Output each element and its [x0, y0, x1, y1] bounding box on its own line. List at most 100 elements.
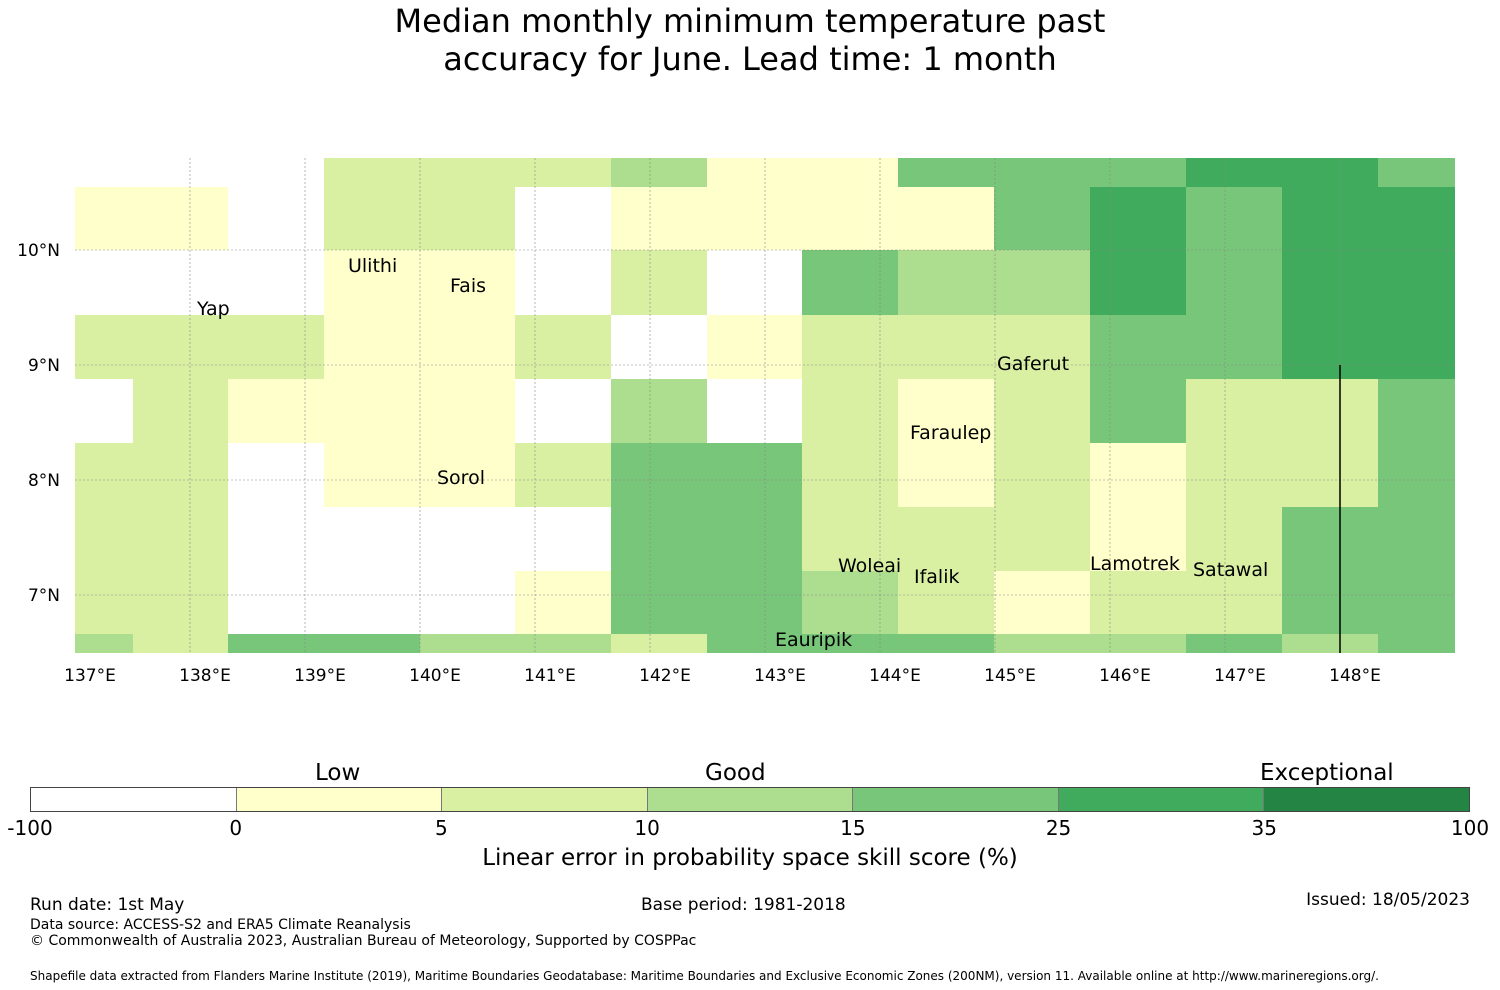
skill-cell [707, 571, 802, 634]
island-label: Gaferut [997, 353, 1069, 375]
skill-cell [1090, 443, 1186, 507]
colorbar-tick-label: -100 [7, 816, 53, 840]
skill-cell [1378, 571, 1455, 634]
skill-cell [1378, 158, 1455, 187]
skill-cell [802, 187, 898, 250]
skill-cell [1186, 250, 1282, 315]
skill-cell [75, 158, 133, 187]
skill-cell [1378, 443, 1455, 507]
skill-cell [228, 250, 324, 315]
skill-cell [611, 158, 707, 187]
longitude-label: 144°E [869, 666, 921, 686]
skill-cell [707, 315, 802, 379]
skill-cell [994, 634, 1090, 653]
issued-date: Issued: 18/05/2023 [1306, 890, 1470, 910]
skill-cell [1090, 315, 1186, 379]
skill-cell [324, 571, 420, 634]
skill-cell [515, 507, 611, 571]
colorbar-segment [1264, 788, 1470, 811]
colorbar-segment [647, 788, 854, 811]
skill-cell [515, 158, 611, 187]
colorbar-category-low: Low [315, 760, 361, 786]
skill-cell [133, 250, 228, 315]
colorbar-tick-label: 0 [229, 816, 243, 840]
skill-cell [1186, 507, 1282, 571]
skill-cell [324, 250, 420, 315]
skill-cell [75, 379, 133, 443]
skill-cell [1282, 379, 1378, 443]
skill-cell [898, 634, 994, 653]
skill-cell [324, 315, 420, 379]
latitude-label: 10°N [17, 241, 60, 261]
skill-cell [515, 571, 611, 634]
skill-cell [802, 250, 898, 315]
skill-cell [898, 507, 994, 571]
colorbar-segment [853, 788, 1059, 811]
colorbar [30, 787, 1470, 812]
skill-cell [1186, 571, 1282, 634]
island-label: Ifalik [914, 566, 960, 588]
longitude-label: 143°E [754, 666, 806, 686]
skill-cell [324, 187, 420, 250]
skill-cell [611, 443, 707, 507]
skill-cell [994, 315, 1090, 379]
skill-cell [1186, 443, 1282, 507]
skill-cell [228, 315, 324, 379]
colorbar-category-exceptional: Exceptional [1260, 760, 1394, 786]
skill-cell [898, 443, 994, 507]
skill-cell [1090, 379, 1186, 443]
skill-cell [1186, 158, 1282, 187]
island-label: Satawal [1193, 559, 1268, 581]
skill-cell [420, 571, 515, 634]
skill-cell [707, 379, 802, 443]
skill-cell [802, 443, 898, 507]
skill-cell [133, 443, 228, 507]
skill-cell [515, 187, 611, 250]
skill-cell [898, 158, 994, 187]
longitude-label: 148°E [1329, 666, 1381, 686]
skill-cell [1378, 315, 1455, 379]
longitude-label: 147°E [1214, 666, 1266, 686]
skill-cell [133, 187, 228, 250]
skill-cell [1090, 634, 1186, 653]
run-date: Run date: 1st May [30, 895, 185, 915]
island-label: Woleai [838, 555, 901, 577]
longitude-label: 137°E [64, 666, 116, 686]
latitude-labels: 10°N 9°N 8°N 7°N [17, 241, 60, 606]
skill-cell [707, 250, 802, 315]
skill-cell [420, 187, 515, 250]
skill-cell [1282, 315, 1378, 379]
title-line-1: Median monthly minimum temperature past [394, 2, 1106, 40]
skill-cell [1282, 443, 1378, 507]
skill-cell [611, 507, 707, 571]
skill-cell [1282, 187, 1378, 250]
skill-cell [994, 507, 1090, 571]
skill-cell [802, 379, 898, 443]
skill-cell [898, 379, 994, 443]
skill-cell [898, 571, 994, 634]
skill-cell [1378, 634, 1455, 653]
colorbar-tick-label: 15 [840, 816, 866, 840]
colorbar-tick-label: 5 [435, 816, 448, 840]
skill-cell [802, 634, 898, 653]
latitude-label: 9°N [28, 356, 60, 376]
skill-cell [420, 634, 515, 653]
island-label: Lamotrek [1090, 553, 1180, 575]
skill-cell [707, 158, 802, 187]
colorbar-segment [442, 788, 648, 811]
skill-cell [133, 571, 228, 634]
skill-cell [228, 634, 324, 653]
skill-cell [802, 158, 898, 187]
skill-cell [228, 571, 324, 634]
colorbar-tick-label: 10 [634, 816, 660, 840]
skill-cell [324, 507, 420, 571]
skill-cell [228, 507, 324, 571]
skill-cell [133, 507, 228, 571]
skill-cell [324, 158, 420, 187]
longitude-label: 140°E [409, 666, 461, 686]
skill-cell [1186, 634, 1282, 653]
latitude-label: 8°N [28, 471, 60, 491]
skill-cell [1090, 571, 1186, 634]
colorbar-segment [236, 788, 443, 811]
base-period: Base period: 1981-2018 [641, 895, 846, 915]
